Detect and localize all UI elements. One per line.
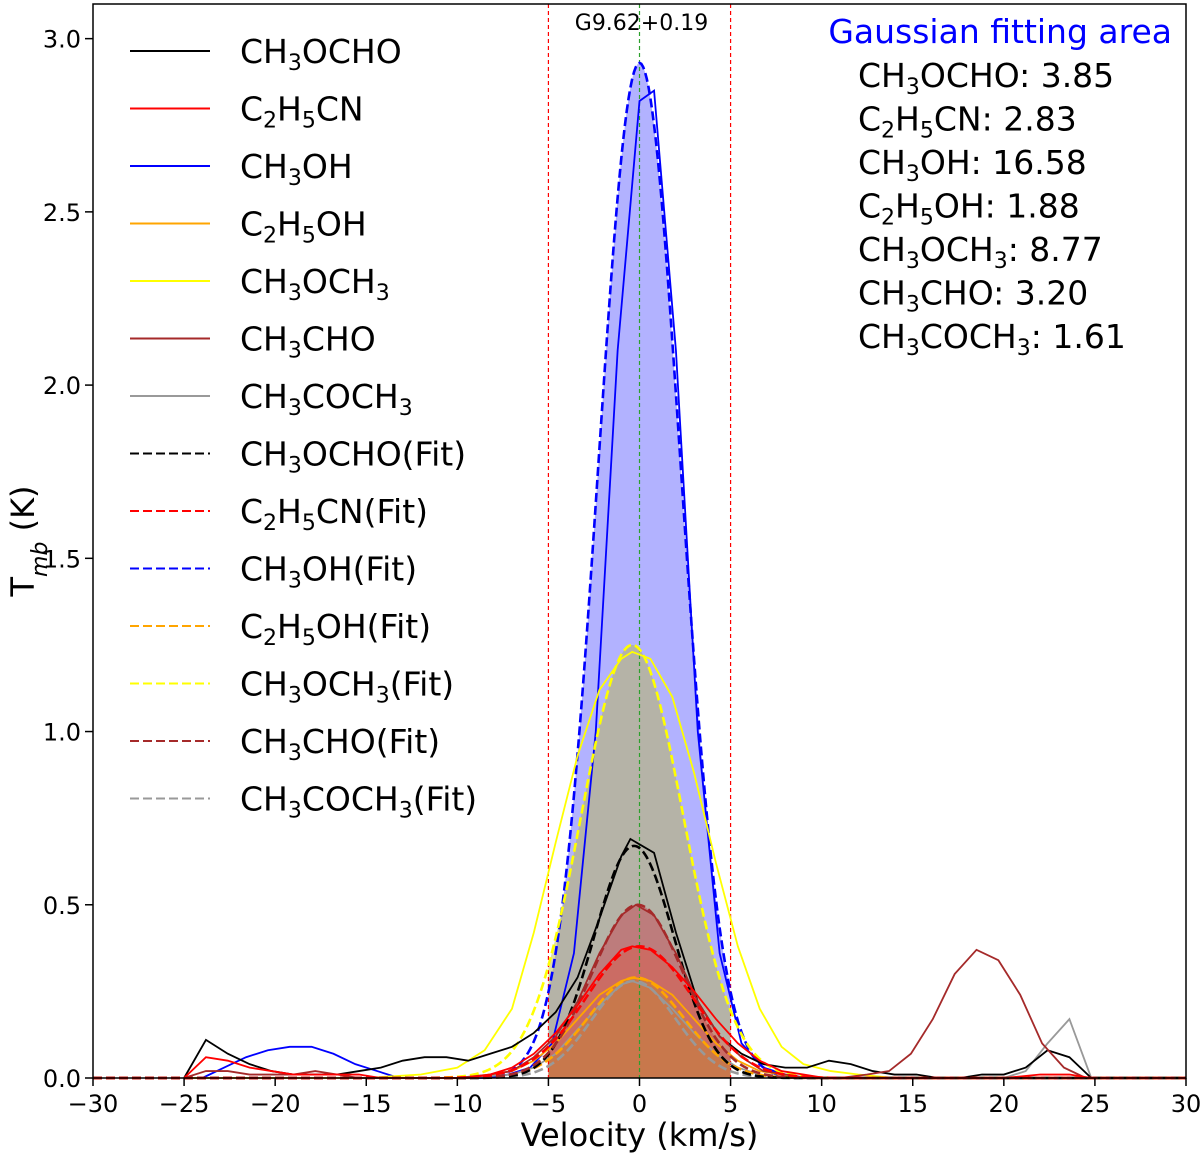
x-tick-label: −10: [432, 1090, 483, 1118]
annotation-entry: C2H5OH: 1.88: [858, 187, 1080, 231]
x-axis-label: Velocity (km/s): [521, 1116, 759, 1154]
annotation-entry: CH3OH: 16.58: [858, 143, 1087, 187]
legend-label-ch3coch3-fit: CH3COCH3(Fit): [240, 780, 477, 824]
legend-label-ch3coch3: CH3COCH3: [240, 377, 413, 421]
legend-label-ch3ocho-fit: CH3OCHO(Fit): [240, 435, 466, 479]
y-tick-label: 0.0: [43, 1065, 81, 1093]
y-tick-label: 0.5: [43, 892, 81, 920]
annotation-entry: CH3OCHO: 3.85: [858, 56, 1114, 100]
y-axis-ticks: 0.0 0.5 1.0 1.5 2.0 2.5 3.0: [43, 26, 93, 1093]
legend-label-c2h5cn-fit: C2H5CN(Fit): [240, 492, 428, 536]
fitting-area-annotation: Gaussian fitting area CH3OCHO: 3.85C2H5CN…: [828, 12, 1172, 361]
y-axis-label-main: T: [4, 577, 42, 598]
annotation-title: Gaussian fitting area: [828, 12, 1172, 51]
annotation-entry: CH3COCH3: 1.61: [858, 317, 1126, 361]
annotation-entry: C2H5CN: 2.83: [858, 100, 1077, 144]
legend-label-ch3oh-fit: CH3OH(Fit): [240, 550, 417, 594]
x-tick-label: 30: [1171, 1090, 1200, 1118]
reference-lines: [547, 4, 732, 1078]
legend-label-c2h5oh-fit: C2H5OH(Fit): [240, 607, 431, 651]
y-tick-label: 3.0: [43, 26, 81, 54]
x-tick-label: −30: [68, 1090, 119, 1118]
legend-label-c2h5oh: C2H5OH: [240, 205, 367, 249]
annotation-entry: CH3OCH3: 8.77: [858, 230, 1103, 274]
legend-label-ch3och3: CH3OCH3: [240, 262, 390, 306]
series-ch3och3: [184, 650, 1092, 1079]
annotation-entry: CH3CHO: 3.20: [858, 274, 1088, 318]
y-tick-label: 2.0: [43, 372, 81, 400]
x-tick-label: −15: [341, 1090, 392, 1118]
x-tick-label: −20: [250, 1090, 301, 1118]
x-axis-ticks: −30 −25 −20 −15 −10 −5 0 5 10 15 20 25 30: [68, 1078, 1200, 1118]
y-axis-label-unit: (K): [4, 485, 42, 541]
x-tick-label: 0: [632, 1090, 647, 1118]
x-tick-label: −5: [531, 1090, 566, 1118]
legend-label-ch3cho: CH3CHO: [240, 320, 376, 364]
source-name-label: G9.62+0.19: [575, 11, 708, 36]
x-tick-label: 5: [723, 1090, 738, 1118]
x-tick-label: 10: [806, 1090, 837, 1118]
y-tick-label: 1.5: [43, 545, 81, 573]
y-tick-label: 2.5: [43, 199, 81, 227]
legend-label-ch3ocho: CH3OCHO: [240, 32, 402, 76]
y-axis-label: Tmb (K): [4, 485, 53, 597]
x-tick-label: 15: [897, 1090, 928, 1118]
x-tick-label: −25: [159, 1090, 210, 1118]
legend-label-c2h5cn: C2H5CN: [240, 90, 364, 134]
x-tick-label: 20: [989, 1090, 1020, 1118]
x-tick-label: 25: [1080, 1090, 1111, 1118]
legend-label-ch3cho-fit: CH3CHO(Fit): [240, 722, 440, 766]
legend: CH3OCHO C2H5CN CH3OH C2H5OH CH3OCH3 CH3CHO CH3…: [130, 32, 477, 824]
y-axis-label-subscript: mb: [28, 542, 53, 577]
legend-label-ch3och3-fit: CH3OCH3(Fit): [240, 665, 454, 709]
legend-label-ch3oh: CH3OH: [240, 147, 353, 191]
y-tick-label: 1.0: [43, 719, 81, 747]
